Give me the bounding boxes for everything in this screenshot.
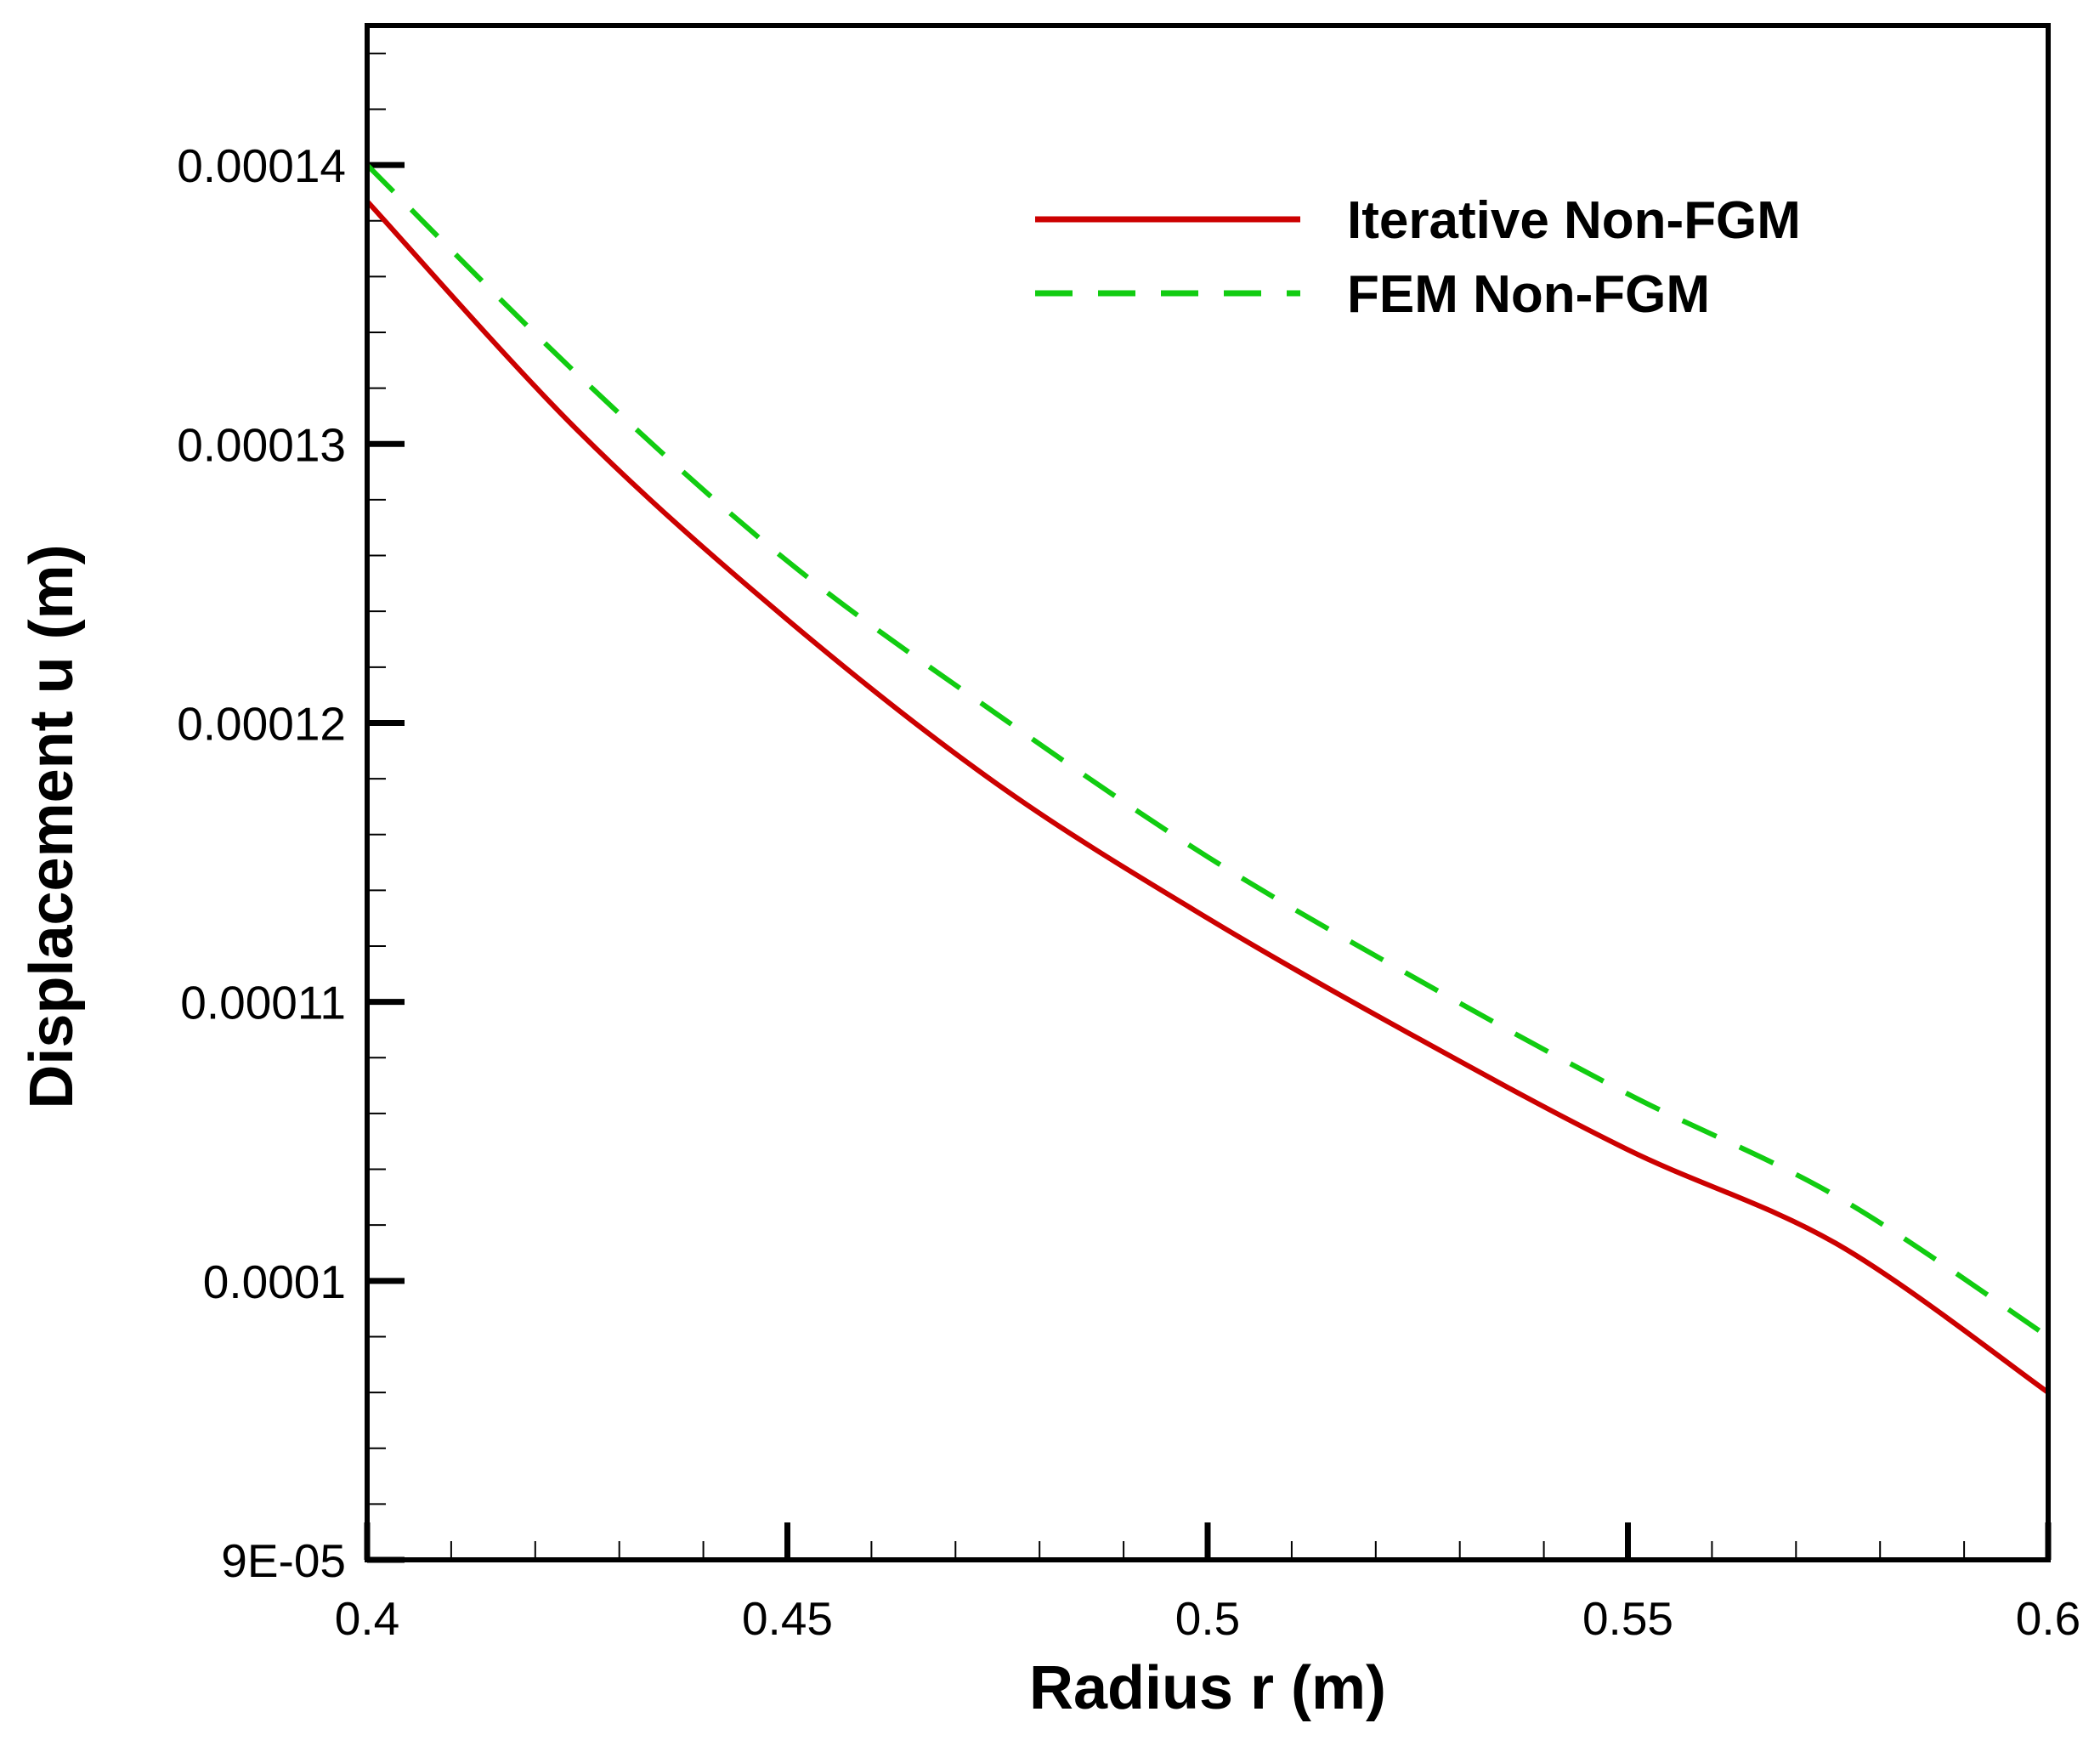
plot-frame (365, 23, 2051, 1562)
series-line-iterative-non-fgm (365, 199, 2050, 1395)
y-tick-labels: 9E-05 0.0001 0.00011 0.00012 0.00013 0.00014 (177, 139, 346, 1587)
legend-label-fem-non-fgm: FEM Non-FGM (1347, 265, 1710, 324)
x-tick-label: 0.45 (742, 1592, 833, 1645)
series-line-fem-non-fgm (365, 162, 2050, 1339)
y-tick-label: 9E-05 (221, 1534, 346, 1587)
x-tick-labels: 0.4 0.45 0.5 0.55 0.6 (335, 1592, 2080, 1645)
series-layer (365, 162, 2050, 1395)
x-tick-label: 0.6 (2016, 1592, 2080, 1645)
x-axis-title: Radius r (m) (1029, 1654, 1386, 1722)
legend-label-iterative-non-fgm: Iterative Non-FGM (1347, 191, 1801, 250)
legend: Iterative Non-FGM FEM Non-FGM (1035, 191, 1801, 324)
x-tick-label: 0.4 (335, 1592, 399, 1645)
y-tick-label: 0.0001 (203, 1256, 346, 1308)
plot-area (364, 23, 2052, 1563)
x-tick-label: 0.55 (1582, 1592, 1673, 1645)
y-tick-label: 0.00013 (177, 418, 346, 471)
y-tick-label: 0.00014 (177, 139, 346, 192)
x-tick-label: 0.5 (1175, 1592, 1240, 1645)
y-tick-label: 0.00012 (177, 697, 346, 750)
y-tick-label: 0.00011 (180, 977, 346, 1029)
y-axis-title: Displacement u (m) (18, 544, 86, 1108)
